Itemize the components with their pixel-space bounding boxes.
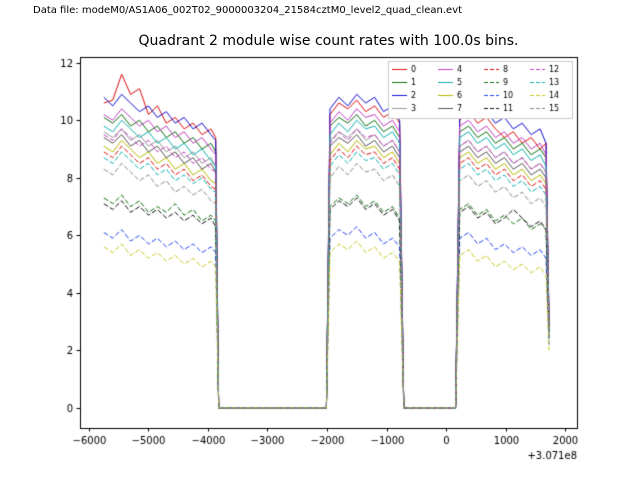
chart-title: Quadrant 2 module wise count rates with … <box>138 33 519 49</box>
data-file-label: Data file: modeM0/AS1A06_002T02_90000032… <box>33 5 463 16</box>
